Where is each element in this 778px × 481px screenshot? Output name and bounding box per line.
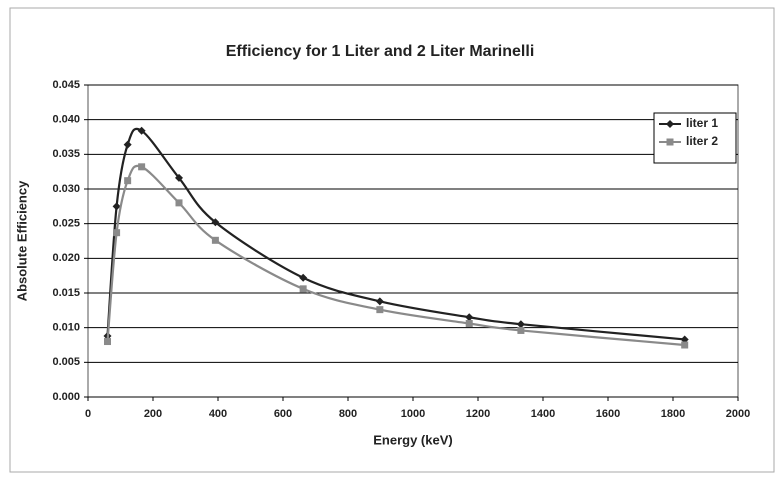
marker	[124, 177, 132, 185]
y-tick-label: 0.025	[52, 218, 80, 230]
x-tick-label: 1800	[661, 408, 685, 420]
series-line	[106, 127, 685, 341]
y-tick-label: 0.020	[52, 252, 80, 264]
x-tick-label: 200	[144, 408, 162, 420]
y-tick-label: 0.005	[52, 356, 80, 368]
marker	[681, 341, 689, 349]
marker	[517, 326, 525, 334]
marker	[516, 320, 525, 329]
x-axis-label: Energy (keV)	[373, 432, 452, 447]
y-tick-label: 0.010	[52, 322, 80, 334]
x-tick-label: 2000	[726, 408, 750, 420]
marker	[138, 163, 146, 171]
marker	[299, 285, 307, 293]
legend-label: liter 2	[686, 134, 718, 148]
y-tick-label: 0.035	[52, 148, 80, 160]
x-tick-label: 1000	[401, 408, 425, 420]
marker	[680, 335, 689, 344]
marker	[376, 306, 384, 314]
marker	[666, 120, 674, 128]
y-tick-label: 0.040	[52, 114, 80, 126]
plot-area	[87, 84, 739, 398]
frame	[9, 7, 775, 473]
marker	[465, 313, 474, 322]
x-tick-label: 1200	[466, 408, 490, 420]
y-tick-label: 0.015	[52, 287, 80, 299]
x-tick-label: 600	[274, 408, 292, 420]
y-tick-label: 0.030	[52, 183, 80, 195]
chart-title: Efficiency for 1 Liter and 2 Liter Marin…	[226, 43, 535, 60]
legend	[653, 112, 737, 164]
marker	[299, 273, 308, 282]
marker	[175, 173, 183, 182]
marker	[211, 218, 220, 227]
marker	[375, 297, 384, 306]
x-tick-label: 0	[85, 408, 91, 420]
y-axis-label: Absolute Efficiency	[14, 180, 29, 301]
marker	[123, 140, 132, 149]
marker	[137, 126, 146, 135]
legend-label: liter 1	[686, 116, 718, 130]
marker	[113, 229, 121, 237]
marker	[211, 236, 219, 244]
x-tick-label: 800	[339, 408, 357, 420]
marker	[104, 338, 111, 346]
series-line	[106, 164, 685, 347]
marker	[112, 202, 121, 211]
x-tick-label: 1400	[531, 408, 555, 420]
marker	[465, 320, 473, 328]
marker	[175, 199, 183, 207]
marker	[666, 138, 674, 146]
y-tick-label: 0.000	[52, 391, 80, 403]
y-tick-label: 0.045	[52, 79, 80, 91]
x-tick-label: 1600	[596, 408, 620, 420]
x-tick-label: 400	[209, 408, 227, 420]
